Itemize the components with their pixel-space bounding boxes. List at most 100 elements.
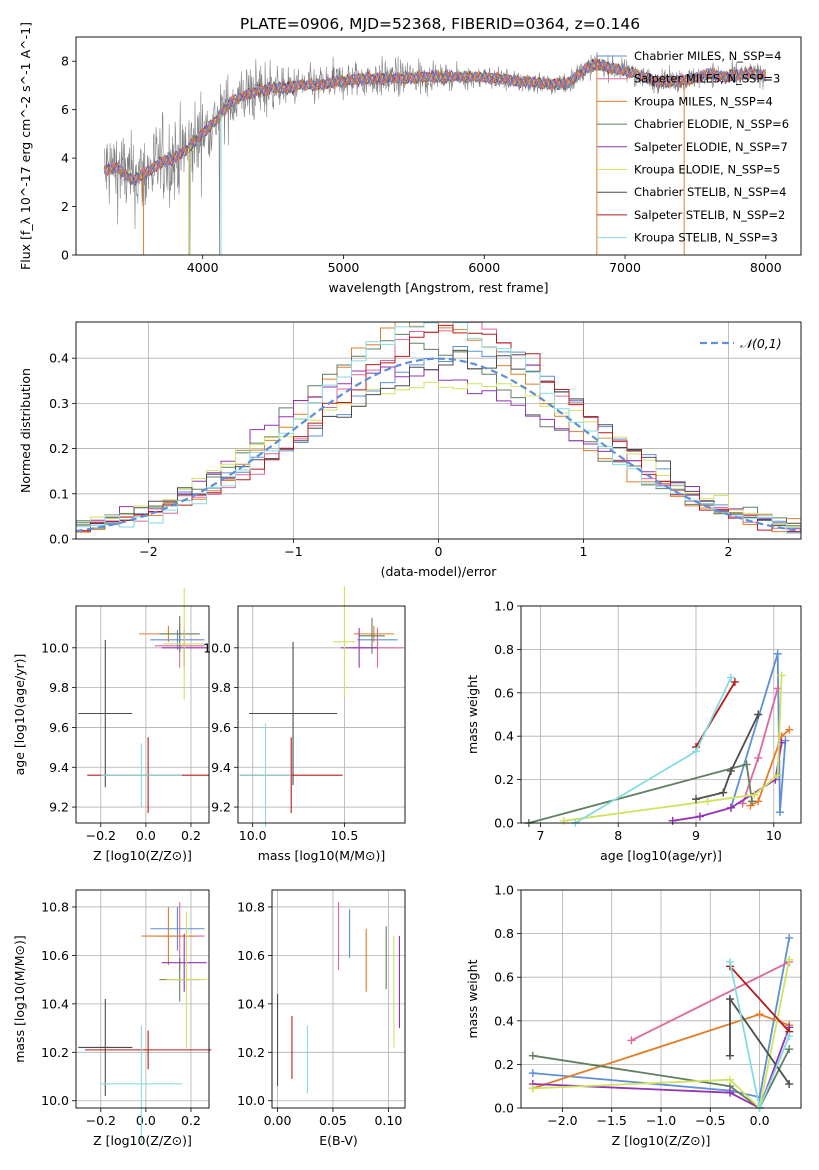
y-axis-label: mass weight — [465, 959, 480, 1038]
legend-label: Kroupa MILES, N_SSP=4 — [634, 94, 773, 108]
y-tick-label: 0.2 — [494, 1057, 514, 1072]
legend-label: Kroupa ELODIE, N_SSP=5 — [634, 163, 780, 177]
y-tick-label: 10.4 — [237, 996, 265, 1011]
x-axis-label: E(B-V) — [319, 1133, 358, 1148]
mass-weight-marker — [528, 1051, 537, 1060]
x-tick-label: −2 — [139, 544, 157, 559]
y-axis-label: Normed distribution — [18, 368, 33, 493]
axes-frame — [75, 36, 802, 256]
x-tick-label: −1 — [284, 544, 302, 559]
mass-weight-marker — [754, 753, 763, 762]
mass-weight-line — [741, 688, 779, 804]
x-tick-label: 6000 — [468, 260, 500, 275]
mass-weight-marker — [773, 771, 782, 780]
residuals-axes: −2 −1 0 1 2 0.0 0.1 0.2 0.3 0.4 (data-model)/error… — [18, 321, 802, 579]
x-tick-label: −0.2 — [86, 1113, 116, 1128]
y-tick-label: 10.0 — [41, 640, 69, 655]
y-tick-label: 2 — [61, 199, 69, 214]
legend-label: Chabrier MILES, N_SSP=4 — [634, 49, 781, 63]
mass-weight-marker — [777, 671, 786, 680]
figure-title: PLATE=0906, MJD=52368, FIBERID=0364, z=0… — [240, 15, 640, 33]
y-tick-label: 9.8 — [211, 680, 231, 695]
y-tick-label: 0.0 — [494, 816, 514, 831]
mass-vs-Z-axes: −0.2 0.0 0.2 10.0 10.2 10.4 10.6 10.8 Z [log10(Z… — [12, 889, 212, 1148]
axes-frame — [75, 321, 802, 540]
x-tick-label: 0 — [435, 544, 443, 559]
mass-weight-marker — [528, 1084, 537, 1093]
legend-label: Kroupa STELIB, N_SSP=3 — [634, 231, 778, 245]
y-tick-label: 9.4 — [211, 760, 231, 775]
x-tick-label: 0.2 — [181, 1113, 201, 1128]
mass-weight-marker — [528, 1069, 537, 1078]
x-tick-label: 0.10 — [374, 1113, 402, 1128]
normal-distribution-curve — [75, 357, 802, 533]
y-tick-label: 9.6 — [211, 720, 231, 735]
y-tick-label: 6 — [61, 102, 69, 117]
legend-label: Salpeter MILES, N_SSP=3 — [634, 72, 780, 86]
y-tick-label: 10.6 — [237, 948, 265, 963]
mass-weight-marker — [559, 816, 568, 825]
mass-weight-marker — [776, 808, 784, 817]
legend-label: Salpeter ELODIE, N_SSP=7 — [634, 140, 788, 154]
model-spectrum-line — [103, 59, 766, 183]
y-tick-label: 0.2 — [49, 441, 69, 456]
mass-weight-marker — [748, 797, 756, 806]
residual-histogram — [76, 324, 801, 539]
x-axis-label: wavelength [Angstrom, rest frame] — [328, 280, 548, 295]
weight-vs-age-axes: 7 8 9 10 0.0 0.2 0.4 0.6 0.8 1.0 age [log10(age/yr… — [465, 599, 802, 863]
y-tick-label: 10.2 — [41, 1045, 69, 1060]
y-tick-label: 10.0 — [41, 1093, 69, 1108]
mass-vs-ebv-axes: 0.00 0.05 0.10 10.0 10.2 10.4 10.6 10.8 E(B-V) — [237, 889, 406, 1148]
x-tick-label: 7000 — [609, 260, 641, 275]
x-tick-label: 0.0 — [750, 1113, 770, 1128]
mass-weight-marker — [726, 957, 735, 966]
y-tick-label: 9.8 — [49, 680, 69, 695]
x-tick-label: 4000 — [187, 260, 219, 275]
residual-histogram — [76, 322, 801, 539]
mass-weight-marker — [726, 1051, 735, 1060]
x-axis-label: mass [log10(M/M⊙)] — [258, 848, 386, 863]
age-vs-mass-axes: 10.0 10.5 9.2 9.4 9.6 9.8 10.0 mass [log10(M/M⊙… — [203, 586, 406, 863]
mass-weight-marker — [785, 1045, 794, 1054]
y-tick-label: 10.4 — [41, 996, 69, 1011]
spectrum-axes: 4000 5000 6000 7000 8000 0 2 4 6 8 wavelength [Ang… — [18, 22, 802, 295]
y-tick-label: 8 — [61, 54, 69, 69]
x-tick-label: 5000 — [328, 260, 360, 275]
mass-weight-line — [749, 729, 790, 807]
y-tick-label: 4 — [61, 151, 69, 166]
mass-weight-marker — [726, 995, 735, 1003]
mass-weight-marker — [668, 816, 677, 825]
x-tick-label: 0.0 — [136, 1113, 156, 1128]
mass-weight-marker — [719, 788, 728, 797]
y-axis-label: mass [log10(M/M⊙)] — [12, 935, 27, 1063]
y-tick-label: 10.6 — [41, 948, 69, 963]
spectrum-legend: Chabrier MILES, N_SSP=4 Salpeter MILES, N… — [597, 49, 789, 245]
axes-frame — [237, 605, 406, 824]
mass-weight-marker — [785, 955, 794, 964]
mass-weight-marker — [695, 812, 704, 821]
legend-label: Chabrier ELODIE, N_SSP=6 — [634, 117, 789, 131]
y-tick-label: 0.1 — [49, 486, 69, 501]
y-tick-label: 0.0 — [49, 532, 69, 547]
x-tick-label: 10 — [766, 828, 782, 843]
x-axis-label: Z [log10(Z/Z⊙)] — [93, 848, 192, 863]
x-tick-label: 8000 — [750, 260, 782, 275]
legend-label: Salpeter STELIB, N_SSP=2 — [634, 208, 785, 222]
x-tick-label: 0.2 — [181, 828, 201, 843]
mass-weight-marker — [703, 797, 712, 806]
y-axis-label: age [log10(age/yr)] — [12, 654, 27, 776]
axes-frame — [75, 605, 210, 824]
residual-histogram — [76, 349, 801, 539]
y-tick-label: 0.4 — [494, 1013, 514, 1028]
y-tick-label: 0.8 — [494, 926, 514, 941]
model-spectrum-line — [103, 58, 766, 185]
y-tick-label: 0.4 — [49, 351, 69, 366]
x-tick-label: 2 — [725, 544, 733, 559]
mass-weight-marker — [726, 1075, 735, 1084]
y-tick-label: 10.0 — [203, 640, 231, 655]
mass-weight-line — [532, 1026, 791, 1110]
mass-weight-marker — [692, 795, 700, 804]
x-axis-label: age [log10(age/yr)] — [600, 848, 722, 863]
axes-frame — [520, 889, 802, 1109]
